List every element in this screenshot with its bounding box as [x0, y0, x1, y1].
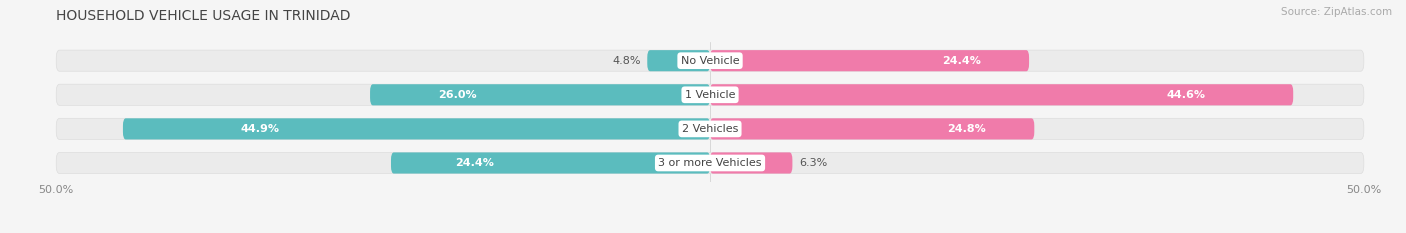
Text: 44.6%: 44.6%	[1167, 90, 1206, 100]
FancyBboxPatch shape	[370, 84, 710, 105]
Text: 24.8%: 24.8%	[946, 124, 986, 134]
FancyBboxPatch shape	[647, 50, 710, 71]
Text: No Vehicle: No Vehicle	[681, 56, 740, 66]
FancyBboxPatch shape	[56, 152, 1364, 174]
FancyBboxPatch shape	[710, 84, 1294, 105]
Text: 4.8%: 4.8%	[612, 56, 641, 66]
Legend: Owner-occupied, Renter-occupied: Owner-occupied, Renter-occupied	[592, 230, 828, 233]
FancyBboxPatch shape	[710, 152, 793, 174]
Text: HOUSEHOLD VEHICLE USAGE IN TRINIDAD: HOUSEHOLD VEHICLE USAGE IN TRINIDAD	[56, 9, 350, 23]
Text: 2 Vehicles: 2 Vehicles	[682, 124, 738, 134]
FancyBboxPatch shape	[710, 118, 1035, 140]
Text: 3 or more Vehicles: 3 or more Vehicles	[658, 158, 762, 168]
FancyBboxPatch shape	[56, 118, 1364, 140]
Text: 24.4%: 24.4%	[942, 56, 981, 66]
FancyBboxPatch shape	[122, 118, 710, 140]
Text: 26.0%: 26.0%	[439, 90, 477, 100]
Text: 6.3%: 6.3%	[799, 158, 827, 168]
Text: 24.4%: 24.4%	[454, 158, 494, 168]
FancyBboxPatch shape	[710, 50, 1029, 71]
FancyBboxPatch shape	[56, 84, 1364, 105]
FancyBboxPatch shape	[391, 152, 710, 174]
Text: Source: ZipAtlas.com: Source: ZipAtlas.com	[1281, 7, 1392, 17]
FancyBboxPatch shape	[56, 50, 1364, 71]
Text: 44.9%: 44.9%	[240, 124, 280, 134]
Text: 1 Vehicle: 1 Vehicle	[685, 90, 735, 100]
